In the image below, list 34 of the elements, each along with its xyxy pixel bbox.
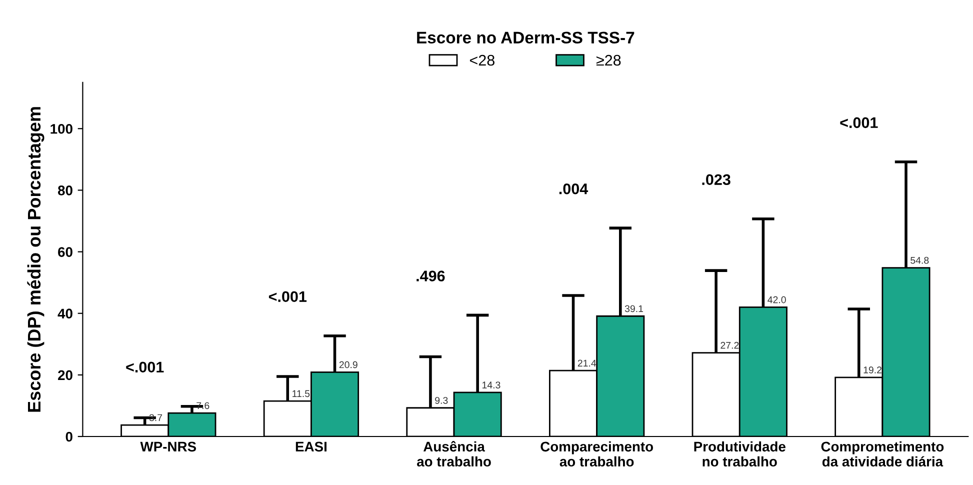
- legend-label: <28: [470, 54, 494, 66]
- x-tick-label: WP-NRS: [140, 442, 196, 452]
- data-label: 11.5: [292, 390, 310, 398]
- annotation: <.001: [268, 291, 307, 302]
- data-label: 19.2: [864, 366, 882, 374]
- annotation: .496: [416, 270, 445, 282]
- annotation: .004: [559, 183, 588, 194]
- y-tick-label: 20: [58, 370, 72, 380]
- x-tick-label: Comprometimento da atividade diária: [821, 441, 944, 467]
- annotation: .023: [702, 174, 730, 186]
- data-label: 7.6: [196, 402, 210, 410]
- y-tick-label: 100: [50, 124, 72, 134]
- data-label: 14.3: [482, 382, 500, 388]
- annotation: <.001: [126, 362, 164, 373]
- y-tick-label: 40: [58, 308, 72, 319]
- y-tick-label: 60: [58, 247, 72, 257]
- x-tick-label: Comparecimento ao trabalho: [540, 441, 654, 467]
- data-label: 42.0: [768, 296, 786, 304]
- annotation: <.001: [840, 117, 878, 128]
- data-label: 39.1: [624, 305, 644, 312]
- data-label: 21.4: [578, 360, 596, 367]
- data-label: 3.7: [149, 414, 162, 422]
- y-axis-title: Escore (DP) médio ou Porcentagem: [27, 107, 44, 412]
- data-label: 9.3: [435, 396, 448, 404]
- y-tick-label: 0: [66, 432, 72, 442]
- x-tick-label: EASI: [296, 442, 326, 452]
- x-tick-label: Ausência ao trabalho: [416, 441, 491, 467]
- data-label: 20.9: [339, 361, 358, 368]
- data-label: 27.2: [720, 342, 739, 349]
- y-tick-label: 80: [58, 186, 72, 196]
- legend-title: Escore no ADerm-SS TSS-7: [417, 32, 634, 44]
- data-label: 54.8: [910, 256, 929, 264]
- x-tick-label: Produtividade no trabalho: [694, 441, 786, 467]
- legend-label: ≥28: [596, 54, 621, 66]
